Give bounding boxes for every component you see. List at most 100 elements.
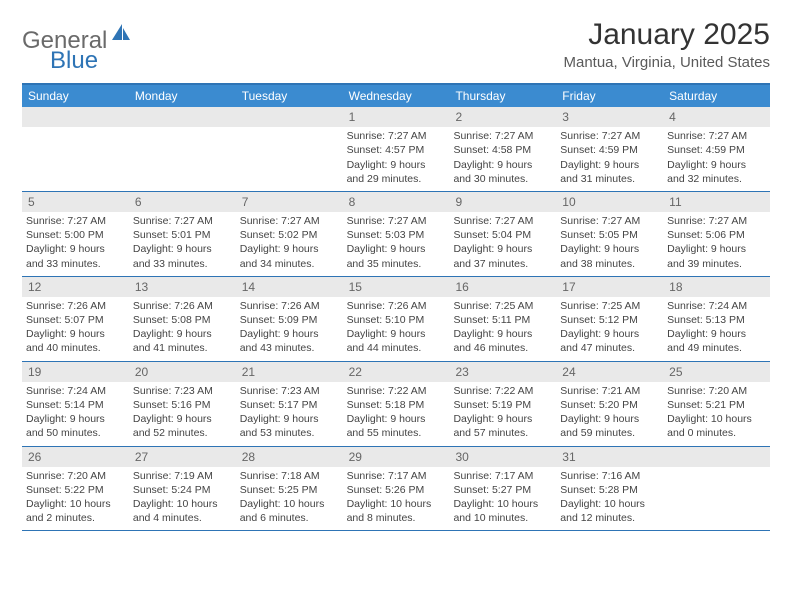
sunset-text: Sunset: 5:28 PM	[560, 483, 659, 497]
day-cell: 19Sunrise: 7:24 AMSunset: 5:14 PMDayligh…	[22, 362, 129, 446]
daylight-text: Daylight: 9 hours and 57 minutes.	[453, 412, 552, 440]
sunrise-text: Sunrise: 7:17 AM	[347, 469, 446, 483]
day-cell: 22Sunrise: 7:22 AMSunset: 5:18 PMDayligh…	[343, 362, 450, 446]
sunrise-text: Sunrise: 7:25 AM	[453, 299, 552, 313]
day-number: 8	[343, 192, 450, 212]
day-number: 20	[129, 362, 236, 382]
day-cell: 2 Sunrise: 7:27 AMSunset: 4:58 PMDaylight…	[449, 107, 556, 191]
sunset-text: Sunset: 5:13 PM	[667, 313, 766, 327]
week-row: 1Sunrise: 7:27 AMSunset: 4:57 PMDaylight…	[22, 107, 770, 192]
day-cell: 20Sunrise: 7:23 AMSunset: 5:16 PMDayligh…	[129, 362, 236, 446]
sunrise-text: Sunrise: 7:16 AM	[560, 469, 659, 483]
daylight-text: Daylight: 9 hours and 33 minutes.	[26, 242, 125, 270]
weeks-container: 1Sunrise: 7:27 AMSunset: 4:57 PMDaylight…	[22, 107, 770, 531]
day-cell: 1Sunrise: 7:27 AMSunset: 4:57 PMDaylight…	[343, 107, 450, 191]
sunset-text: Sunset: 5:11 PM	[453, 313, 552, 327]
sunset-text: Sunset: 5:25 PM	[240, 483, 339, 497]
daylight-text: Daylight: 9 hours and 37 minutes.	[453, 242, 552, 270]
day-number: 18	[663, 277, 770, 297]
sunrise-text: Sunrise: 7:27 AM	[347, 129, 446, 143]
sunrise-text: Sunrise: 7:26 AM	[240, 299, 339, 313]
daylight-text: Daylight: 10 hours and 12 minutes.	[560, 497, 659, 525]
day-number: 26	[22, 447, 129, 467]
day-cell	[236, 107, 343, 191]
day-cell: 28Sunrise: 7:18 AMSunset: 5:25 PMDayligh…	[236, 447, 343, 531]
sunrise-text: Sunrise: 7:19 AM	[133, 469, 232, 483]
daylight-text: Daylight: 10 hours and 10 minutes.	[453, 497, 552, 525]
sunset-text: Sunset: 5:10 PM	[347, 313, 446, 327]
day-cell	[663, 447, 770, 531]
dayhead: Tuesday	[236, 85, 343, 107]
day-number: 5	[22, 192, 129, 212]
day-number: 28	[236, 447, 343, 467]
day-cell: 23Sunrise: 7:22 AMSunset: 5:19 PMDayligh…	[449, 362, 556, 446]
daylight-text: Daylight: 9 hours and 33 minutes.	[133, 242, 232, 270]
daylight-text: Daylight: 9 hours and 34 minutes.	[240, 242, 339, 270]
sunset-text: Sunset: 5:16 PM	[133, 398, 232, 412]
day-cell: 25Sunrise: 7:20 AMSunset: 5:21 PMDayligh…	[663, 362, 770, 446]
day-cell: 15Sunrise: 7:26 AMSunset: 5:10 PMDayligh…	[343, 277, 450, 361]
sunrise-text: Sunrise: 7:27 AM	[453, 214, 552, 228]
day-cell	[129, 107, 236, 191]
sunrise-text: Sunrise: 7:25 AM	[560, 299, 659, 313]
day-number: 2	[449, 107, 556, 127]
day-cell	[22, 107, 129, 191]
day-cell: 30Sunrise: 7:17 AMSunset: 5:27 PMDayligh…	[449, 447, 556, 531]
day-number: 22	[343, 362, 450, 382]
daylight-text: Daylight: 10 hours and 4 minutes.	[133, 497, 232, 525]
sunrise-text: Sunrise: 7:23 AM	[133, 384, 232, 398]
dayhead-row: SundayMondayTuesdayWednesdayThursdayFrid…	[22, 85, 770, 107]
week-row: 12Sunrise: 7:26 AMSunset: 5:07 PMDayligh…	[22, 277, 770, 362]
day-number: 19	[22, 362, 129, 382]
daylight-text: Daylight: 9 hours and 31 minutes.	[560, 158, 659, 186]
week-row: 5Sunrise: 7:27 AMSunset: 5:00 PMDaylight…	[22, 192, 770, 277]
sunset-text: Sunset: 5:19 PM	[453, 398, 552, 412]
sunrise-text: Sunrise: 7:20 AM	[667, 384, 766, 398]
day-cell: 14Sunrise: 7:26 AMSunset: 5:09 PMDayligh…	[236, 277, 343, 361]
sunrise-text: Sunrise: 7:26 AM	[26, 299, 125, 313]
dayhead: Thursday	[449, 85, 556, 107]
daylight-text: Daylight: 9 hours and 40 minutes.	[26, 327, 125, 355]
day-cell: 11Sunrise: 7:27 AMSunset: 5:06 PMDayligh…	[663, 192, 770, 276]
day-cell: 24Sunrise: 7:21 AMSunset: 5:20 PMDayligh…	[556, 362, 663, 446]
day-number: 9	[449, 192, 556, 212]
day-number: 14	[236, 277, 343, 297]
calendar-grid: SundayMondayTuesdayWednesdayThursdayFrid…	[22, 83, 770, 531]
sunrise-text: Sunrise: 7:27 AM	[560, 214, 659, 228]
sunset-text: Sunset: 5:17 PM	[240, 398, 339, 412]
day-number: 21	[236, 362, 343, 382]
day-number: 30	[449, 447, 556, 467]
day-number: 24	[556, 362, 663, 382]
day-number: 10	[556, 192, 663, 212]
sunrise-text: Sunrise: 7:23 AM	[240, 384, 339, 398]
daylight-text: Daylight: 9 hours and 41 minutes.	[133, 327, 232, 355]
sunrise-text: Sunrise: 7:18 AM	[240, 469, 339, 483]
day-cell: 4Sunrise: 7:27 AMSunset: 4:59 PMDaylight…	[663, 107, 770, 191]
daylight-text: Daylight: 9 hours and 30 minutes.	[453, 158, 552, 186]
day-number	[236, 107, 343, 127]
logo-text-blue: Blue	[50, 47, 98, 74]
sunrise-text: Sunrise: 7:21 AM	[560, 384, 659, 398]
sunset-text: Sunset: 4:58 PM	[453, 143, 552, 157]
sunset-text: Sunset: 5:03 PM	[347, 228, 446, 242]
daylight-text: Daylight: 9 hours and 59 minutes.	[560, 412, 659, 440]
sunrise-text: Sunrise: 7:26 AM	[133, 299, 232, 313]
daylight-text: Daylight: 9 hours and 53 minutes.	[240, 412, 339, 440]
calendar-page: General January 2025 Mantua, Virginia, U…	[0, 0, 792, 541]
day-cell: 13Sunrise: 7:26 AMSunset: 5:08 PMDayligh…	[129, 277, 236, 361]
sunrise-text: Sunrise: 7:27 AM	[453, 129, 552, 143]
daylight-text: Daylight: 9 hours and 47 minutes.	[560, 327, 659, 355]
dayhead: Friday	[556, 85, 663, 107]
day-number: 7	[236, 192, 343, 212]
sunset-text: Sunset: 5:26 PM	[347, 483, 446, 497]
day-cell: 27Sunrise: 7:19 AMSunset: 5:24 PMDayligh…	[129, 447, 236, 531]
sunset-text: Sunset: 5:12 PM	[560, 313, 659, 327]
sunset-text: Sunset: 5:22 PM	[26, 483, 125, 497]
day-cell: 10Sunrise: 7:27 AMSunset: 5:05 PMDayligh…	[556, 192, 663, 276]
sunset-text: Sunset: 5:04 PM	[453, 228, 552, 242]
sunrise-text: Sunrise: 7:24 AM	[667, 299, 766, 313]
day-number: 3	[556, 107, 663, 127]
day-number	[129, 107, 236, 127]
sunset-text: Sunset: 5:05 PM	[560, 228, 659, 242]
day-number: 13	[129, 277, 236, 297]
